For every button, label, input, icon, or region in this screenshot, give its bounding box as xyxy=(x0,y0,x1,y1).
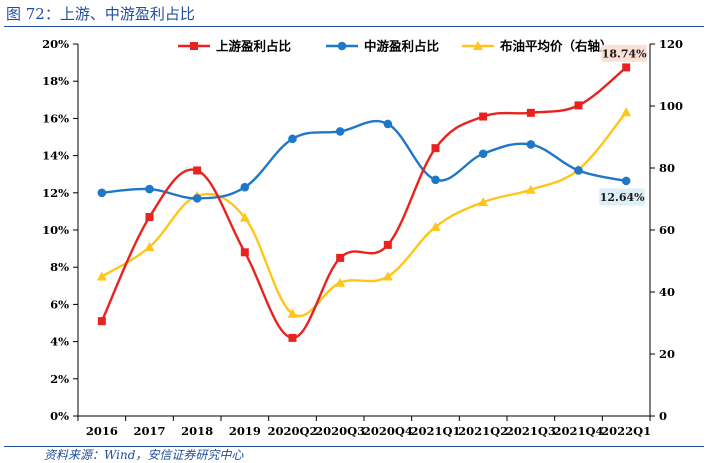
right-tick-label: 120 xyxy=(659,37,683,51)
x-tick-label: 2021Q2 xyxy=(458,424,508,438)
data-point xyxy=(97,317,106,326)
right-tick-label: 40 xyxy=(659,285,675,299)
left-tick-label: 10% xyxy=(42,223,69,237)
source-rule xyxy=(4,446,704,447)
x-tick-label: 2019 xyxy=(229,424,261,438)
data-point xyxy=(525,184,536,194)
data-point xyxy=(479,112,488,121)
x-tick-label: 2020Q2 xyxy=(267,424,317,438)
data-point xyxy=(526,108,535,117)
data-point xyxy=(574,166,583,175)
legend-label: 布油平均价（右轴） xyxy=(500,39,613,54)
data-point xyxy=(383,240,392,249)
legend-label: 中游盈利占比 xyxy=(364,39,440,54)
chart-series xyxy=(96,63,632,342)
right-tick-label: 0 xyxy=(659,409,667,423)
left-tick-label: 2% xyxy=(50,372,69,386)
x-tick-label: 2016 xyxy=(86,424,118,438)
data-point xyxy=(335,277,346,287)
data-point xyxy=(288,134,297,144)
legend-label: 上游盈利占比 xyxy=(216,39,292,54)
data-point xyxy=(621,107,632,117)
right-tick-label: 80 xyxy=(659,161,675,175)
data-point xyxy=(193,166,202,175)
title-rule xyxy=(4,26,704,27)
source-note: 资料来源：Wind，安信证券研究中心 xyxy=(44,448,244,462)
left-tick-label: 14% xyxy=(42,149,69,163)
chart-axes: 0% 2% 4% 6% 8% 10% 12% 14% 16% 18% 20% 0 20 40 60 80 100… xyxy=(42,37,683,438)
data-point xyxy=(335,127,345,136)
data-point xyxy=(431,144,440,153)
chart-legend: 上游盈利占比 中游盈利占比 布油平均价（右轴） xyxy=(178,39,613,54)
left-tick-label: 16% xyxy=(42,111,69,125)
data-point xyxy=(287,308,298,318)
series-line xyxy=(100,66,627,340)
data-point xyxy=(96,271,107,281)
data-point xyxy=(192,194,202,203)
series-1 xyxy=(97,119,631,203)
data-point xyxy=(144,242,155,252)
annotation-box xyxy=(601,44,648,62)
left-tick-label: 18% xyxy=(42,74,69,88)
left-tick-label: 8% xyxy=(50,260,69,274)
left-tick-label: 20% xyxy=(42,37,69,51)
x-tick-label: 2022Q1 xyxy=(601,424,651,438)
legend-swatch-marker xyxy=(190,42,198,50)
data-point xyxy=(622,63,631,72)
right-tick-label: 20 xyxy=(659,347,675,361)
data-point xyxy=(621,176,631,186)
data-point xyxy=(145,212,154,221)
x-tick-label: 2021Q1 xyxy=(410,424,460,438)
data-point xyxy=(240,182,250,192)
x-tick-label: 2018 xyxy=(181,424,213,438)
data-point xyxy=(288,333,297,342)
right-tick-label: 100 xyxy=(659,99,683,113)
series-2 xyxy=(96,107,632,318)
data-point xyxy=(336,253,345,262)
legend-swatch-marker xyxy=(473,41,483,50)
x-tick-label: 2021Q3 xyxy=(506,424,556,438)
x-tick-label: 2020Q4 xyxy=(363,424,413,438)
annotation-box xyxy=(599,188,646,206)
data-point xyxy=(239,212,250,222)
data-point xyxy=(240,248,249,257)
left-tick-label: 0% xyxy=(50,409,69,423)
left-tick-label: 12% xyxy=(42,186,69,200)
series-line xyxy=(101,111,628,318)
x-tick-label: 2020Q3 xyxy=(315,424,365,438)
x-tick-label: 2021Q4 xyxy=(553,424,603,438)
data-point xyxy=(526,140,536,149)
data-point xyxy=(383,119,393,129)
data-point xyxy=(145,184,154,194)
data-point xyxy=(574,101,583,110)
left-tick-label: 4% xyxy=(50,335,69,349)
data-point xyxy=(478,149,488,159)
data-point xyxy=(382,271,393,281)
annotation-label: 12.64% xyxy=(600,191,645,204)
right-tick-label: 60 xyxy=(659,223,675,237)
left-tick-label: 6% xyxy=(50,297,69,311)
legend-swatch-marker xyxy=(337,41,347,51)
data-point xyxy=(431,175,440,185)
annotation-label: 18.74% xyxy=(602,47,647,60)
data-point xyxy=(97,188,107,198)
data-point xyxy=(478,197,489,207)
series-0 xyxy=(97,63,631,342)
series-line xyxy=(101,119,627,200)
data-point xyxy=(430,221,441,231)
figure-title: 图 72：上游、中游盈利占比 xyxy=(6,5,195,23)
chart-annotations: 18.74% 12.64% xyxy=(599,44,648,206)
x-tick-label: 2017 xyxy=(133,424,165,438)
